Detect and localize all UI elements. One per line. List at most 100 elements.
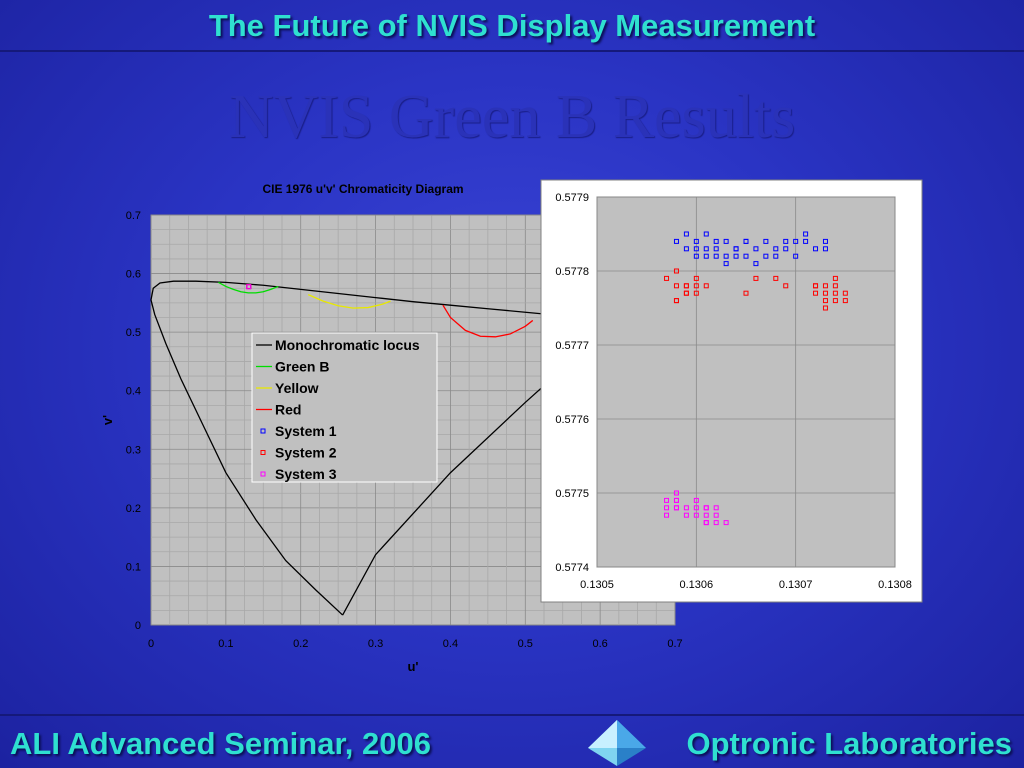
inset-scatter-point <box>803 231 809 237</box>
inset-x-tick-label: 0.1306 <box>680 579 714 591</box>
x-tick-label: 0.2 <box>293 638 308 650</box>
y-tick-label: 0.4 <box>126 386 141 398</box>
legend-marker <box>260 450 266 455</box>
inset-scatter-point <box>822 305 828 311</box>
inset-scatter-point <box>733 246 739 252</box>
inset-scatter-point <box>683 512 689 518</box>
x-tick-label: 0.5 <box>518 638 533 650</box>
legend-label: Red <box>275 402 301 418</box>
inset-scatter-point <box>803 238 809 244</box>
inset-scatter-point <box>664 497 670 503</box>
inset-scatter-point <box>842 290 848 296</box>
inset-scatter-point <box>703 512 709 518</box>
inset-scatter-point <box>693 253 699 259</box>
inset-scatter-point <box>713 520 719 526</box>
chart-canvas: CIE 1976 u'v' Chromaticity Diagram 0 0.1 0… <box>100 179 923 674</box>
inset-scatter-point <box>753 275 759 281</box>
inset-scatter-point <box>832 275 838 281</box>
inset-scatter-point <box>743 238 749 244</box>
footer-seminar: ALI Advanced Seminar, 2006 <box>10 726 431 761</box>
inset-scatter-point <box>683 246 689 252</box>
inset-series <box>664 231 848 526</box>
inset-scatter-point <box>723 261 729 267</box>
inset-y-tick-label: 0.5778 <box>555 266 589 278</box>
scatter-point <box>246 284 252 290</box>
inset-y-tick-label: 0.5775 <box>555 488 589 500</box>
inset-scatter-point <box>693 512 699 518</box>
inset-scatter-point <box>822 238 828 244</box>
legend-label: Monochromatic locus <box>275 337 420 353</box>
slide-title: NVIS Green B Results <box>228 83 796 151</box>
inset-scatter-point <box>773 246 779 252</box>
inset-scatter-point <box>723 238 729 244</box>
inset-scatter-point <box>783 283 789 289</box>
inset-scatter-point <box>813 290 819 296</box>
legend-label: System 1 <box>275 423 337 439</box>
y-tick-label: 0 <box>135 620 141 632</box>
inset-scatter-point <box>703 253 709 259</box>
inset-scatter-point <box>763 253 769 259</box>
inset-scatter-point <box>793 253 799 259</box>
x-axis-label: u' <box>407 659 418 674</box>
inset-scatter-point <box>673 490 679 496</box>
legend-box <box>251 332 438 483</box>
inset-scatter-point <box>713 253 719 259</box>
inset-scatter-point <box>813 283 819 289</box>
inset-scatter-point <box>673 283 679 289</box>
inset-scatter-point <box>673 505 679 511</box>
inset-scatter-point <box>723 520 729 526</box>
inset-scatter-point <box>793 238 799 244</box>
inset-scatter-point <box>673 238 679 244</box>
inset-scatter-point <box>693 246 699 252</box>
inset-scatter-point <box>822 298 828 304</box>
pyramid-logo-icon <box>588 720 646 766</box>
inset-scatter-point <box>693 283 699 289</box>
x-tick-label: 0.3 <box>368 638 383 650</box>
inset-scatter-point <box>822 283 828 289</box>
inset-scatter-point <box>693 238 699 244</box>
inset-scatter-point <box>813 246 819 252</box>
inset-scatter-point <box>683 283 689 289</box>
inset-scatter-point <box>664 275 670 281</box>
inset-scatter-point <box>693 290 699 296</box>
inset-scatter-point <box>773 275 779 281</box>
inset-y-tick-label: 0.5776 <box>555 414 589 426</box>
inset-scatter-point <box>743 253 749 259</box>
inset-scatter-point <box>753 261 759 267</box>
footer-company: Optronic Laboratories <box>686 726 1012 761</box>
inset-scatter-point <box>753 246 759 252</box>
inset-plot-area <box>596 196 896 568</box>
x-tick-label: 0.1 <box>218 638 233 650</box>
inset-scatter-point <box>763 238 769 244</box>
x-tick-label: 0.4 <box>443 638 458 650</box>
series-line <box>218 281 279 294</box>
inset-scatter-point <box>703 283 709 289</box>
y-tick-label: 0.3 <box>126 444 141 456</box>
inset-x-tick-label: 0.1307 <box>779 579 813 591</box>
inset-scatter-point <box>713 246 719 252</box>
legend-label: Green B <box>275 359 329 375</box>
inset-scatter-point <box>783 238 789 244</box>
series-line <box>307 294 391 309</box>
inset-scatter-point <box>842 298 848 304</box>
inset-scatter-point <box>822 290 828 296</box>
footer-divider <box>0 714 1024 716</box>
legend-marker <box>260 471 266 477</box>
chart-title: CIE 1976 u'v' Chromaticity Diagram <box>262 182 463 196</box>
y-tick-label: 0.5 <box>126 327 141 339</box>
inset-scatter-point <box>703 246 709 252</box>
main-ticks: 0 0.1 0.2 0.3 0.4 0.5 0.6 0.7 0 0.1 0.2 0.3 0.4 0.5 0.… <box>126 210 683 650</box>
inset-scatter-point <box>713 505 719 511</box>
inset-x-tick-label: 0.1308 <box>878 579 912 591</box>
x-tick-label: 0 <box>148 638 154 650</box>
x-tick-label: 0.6 <box>592 638 607 650</box>
x-tick-label: 0.7 <box>667 638 682 650</box>
inset-scatter-point <box>713 238 719 244</box>
inset-scatter-point <box>693 275 699 281</box>
legend: Monochromatic locus Green B Yellow Red Syste… <box>251 332 438 483</box>
inset-scatter-point <box>832 290 838 296</box>
inset-scatter-point <box>673 268 679 274</box>
inset-scatter-point <box>683 290 689 296</box>
legend-label: System 3 <box>275 466 337 482</box>
inset-scatter-point <box>703 505 709 511</box>
